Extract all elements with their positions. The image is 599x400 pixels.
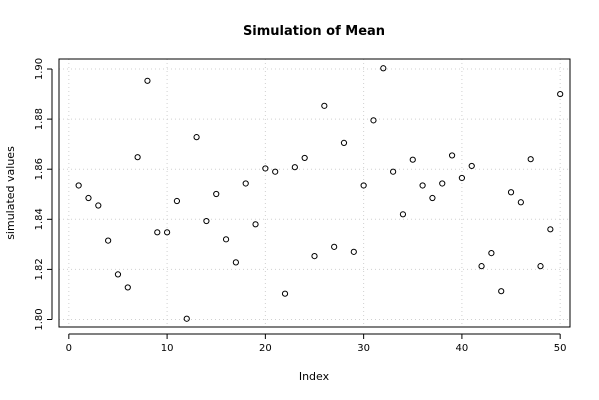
data-point [124, 284, 131, 291]
data-point [360, 182, 367, 189]
y-tick-label: 1.82 [34, 258, 45, 280]
data-point [350, 248, 357, 255]
y-tick-label: 1.84 [34, 208, 45, 230]
y-tick-label: 1.90 [34, 58, 45, 80]
data-point [399, 211, 407, 218]
data-point [75, 182, 82, 189]
data-point [527, 156, 534, 163]
data-point [193, 134, 200, 141]
grid [59, 59, 570, 327]
data-point [173, 197, 181, 205]
data-point [448, 152, 456, 159]
data-points [75, 65, 564, 322]
data-point [429, 194, 436, 202]
data-point [291, 164, 298, 171]
data-point [517, 199, 524, 206]
data-point [380, 65, 387, 72]
data-point [439, 180, 446, 187]
data-point [311, 253, 318, 260]
data-point [154, 229, 161, 236]
data-point [114, 271, 122, 278]
x-tick-label: 40 [456, 343, 469, 354]
x-tick-label: 20 [259, 343, 272, 354]
data-point [478, 263, 485, 270]
y-axis-label: simulated values [4, 146, 17, 240]
data-point [340, 139, 348, 147]
data-point [409, 156, 416, 163]
data-point [232, 259, 239, 266]
data-point [252, 221, 259, 228]
x-axis: 0 10 20 30 40 50 [66, 333, 567, 354]
x-tick-label: 0 [66, 343, 72, 354]
data-point [242, 180, 249, 187]
data-point [321, 102, 328, 109]
data-point [419, 182, 426, 189]
data-point [134, 154, 141, 161]
plot-frame [58, 58, 571, 328]
data-point [95, 202, 102, 209]
data-point [488, 250, 495, 257]
data-point [213, 190, 220, 198]
data-point [183, 315, 190, 322]
data-point [272, 168, 279, 175]
data-point [105, 237, 112, 244]
chart-title: Simulation of Mean [243, 24, 385, 39]
data-point [498, 288, 505, 295]
data-point [144, 77, 151, 84]
x-tick-label: 50 [554, 343, 567, 354]
data-point [537, 263, 544, 270]
data-point [390, 168, 397, 175]
y-tick-label: 1.80 [34, 308, 45, 330]
y-axis: 1.80 1.82 1.84 1.86 1.88 1.90 [34, 58, 53, 331]
data-point [203, 217, 210, 225]
data-point [163, 229, 171, 236]
y-tick-label: 1.88 [34, 108, 45, 130]
x-tick-label: 30 [357, 343, 370, 354]
data-point [222, 236, 230, 243]
data-point [331, 243, 338, 250]
data-point [547, 226, 554, 233]
data-point [262, 165, 269, 172]
x-axis-label: Index [299, 370, 330, 383]
data-point [85, 194, 92, 202]
y-tick-label: 1.86 [34, 158, 45, 180]
data-point [557, 90, 564, 98]
data-point [507, 189, 515, 196]
data-point [281, 290, 289, 297]
data-point [370, 117, 377, 124]
x-tick-label: 10 [161, 343, 174, 354]
data-point [458, 174, 466, 182]
data-point [468, 162, 475, 170]
data-point [301, 154, 308, 162]
